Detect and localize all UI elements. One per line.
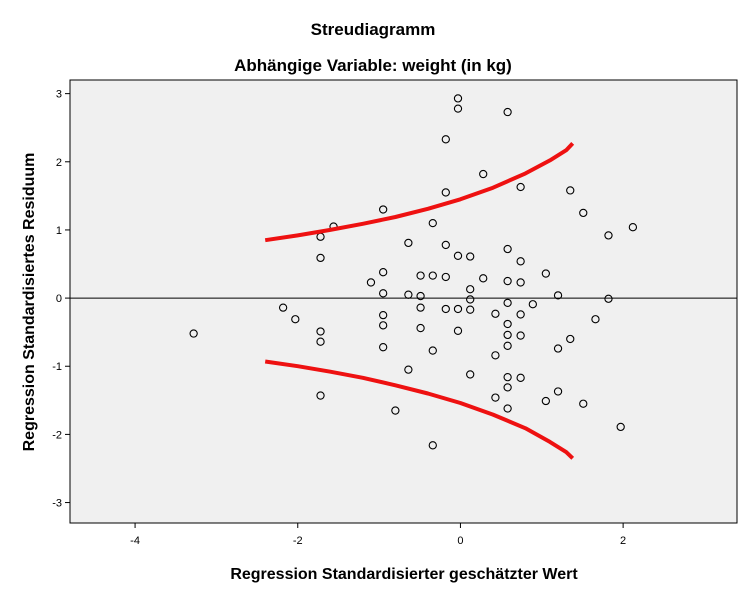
data-point — [516, 278, 525, 287]
y-tick-label: 1 — [56, 225, 62, 237]
data-point — [453, 94, 463, 103]
data-point — [466, 252, 475, 261]
y-tick-label: 2 — [56, 157, 62, 169]
data-point — [503, 341, 512, 350]
axis-tick-labels: -4 -2 0 2 -3 -2 -1 0 1 2 3 — [52, 89, 626, 547]
data-point — [491, 309, 500, 318]
data-point — [566, 186, 575, 195]
data-point — [466, 370, 475, 379]
data-point — [416, 291, 425, 301]
data-point — [541, 269, 550, 278]
data-point — [604, 231, 613, 240]
data-point — [428, 346, 437, 355]
data-point — [316, 337, 325, 346]
axis-ticks — [65, 93, 624, 528]
data-point — [528, 300, 537, 309]
data-point — [441, 240, 450, 250]
data-point — [441, 135, 450, 144]
y-tick-label: 3 — [56, 89, 62, 101]
data-point — [416, 303, 425, 312]
data-point — [379, 289, 388, 298]
data-point — [553, 387, 563, 396]
x-tick-label: -4 — [130, 535, 140, 547]
data-point — [503, 383, 512, 392]
lower-confidence-curve — [264, 359, 575, 460]
data-point — [441, 272, 450, 282]
points-layer — [189, 94, 638, 450]
data-point — [503, 373, 512, 382]
data-point — [628, 223, 638, 232]
chart-title: Streudiagramm — [311, 20, 436, 39]
data-point — [453, 304, 463, 314]
upper-confidence-curve — [264, 142, 575, 243]
data-point — [416, 323, 425, 333]
data-point — [503, 244, 512, 254]
data-point — [404, 365, 413, 374]
data-point — [453, 326, 463, 335]
data-point — [189, 329, 198, 338]
data-point — [391, 406, 400, 415]
data-point — [491, 393, 500, 402]
data-point — [453, 251, 463, 260]
data-point — [579, 208, 588, 218]
plot-area — [69, 79, 738, 524]
data-point — [491, 351, 500, 360]
data-point — [503, 298, 512, 308]
data-point — [616, 422, 625, 432]
data-point — [404, 290, 413, 299]
data-point — [516, 257, 525, 266]
data-point — [291, 315, 300, 324]
data-point — [516, 310, 525, 319]
data-point — [503, 319, 512, 329]
data-point — [453, 104, 463, 113]
data-point — [479, 274, 488, 283]
data-point — [441, 188, 450, 197]
data-point — [379, 310, 388, 320]
data-point — [516, 182, 525, 192]
data-point — [404, 238, 413, 248]
data-point — [379, 205, 388, 214]
data-point — [553, 291, 563, 300]
y-tick-label: 0 — [56, 293, 62, 305]
y-tick-label: -1 — [52, 361, 62, 373]
chart-subtitle: Abhängige Variable: weight (in kg) — [234, 56, 512, 75]
data-point — [503, 276, 512, 286]
data-point — [316, 327, 325, 336]
x-tick-label: 2 — [620, 535, 626, 547]
data-point — [553, 344, 563, 353]
x-tick-label: 0 — [457, 535, 463, 547]
y-tick-label: -3 — [52, 498, 62, 510]
data-point — [604, 294, 613, 303]
data-point — [503, 330, 512, 340]
data-point — [428, 218, 437, 228]
data-point — [441, 304, 450, 314]
data-point — [503, 107, 512, 117]
x-axis-label: Regression Standardisierter geschätzter … — [230, 566, 578, 583]
data-point — [379, 268, 388, 277]
data-point — [566, 334, 575, 344]
data-point — [379, 343, 388, 352]
data-point — [428, 441, 437, 450]
data-point — [579, 399, 588, 408]
data-point — [316, 391, 325, 400]
data-point — [316, 253, 325, 263]
data-point — [466, 295, 475, 304]
data-point — [516, 373, 525, 382]
y-axis-label: Regression Standardisiertes Residuum — [21, 153, 38, 452]
data-point — [278, 303, 288, 312]
data-point — [591, 315, 600, 324]
data-point — [428, 271, 437, 280]
data-point — [416, 271, 425, 280]
y-tick-label: -2 — [52, 429, 62, 441]
data-point — [366, 278, 376, 287]
data-point — [479, 169, 488, 179]
data-point — [466, 305, 475, 314]
data-point — [541, 396, 550, 406]
x-tick-label: -2 — [293, 535, 303, 547]
data-point — [466, 285, 475, 294]
data-point — [379, 321, 388, 330]
data-point — [516, 331, 525, 340]
data-point — [503, 404, 512, 413]
